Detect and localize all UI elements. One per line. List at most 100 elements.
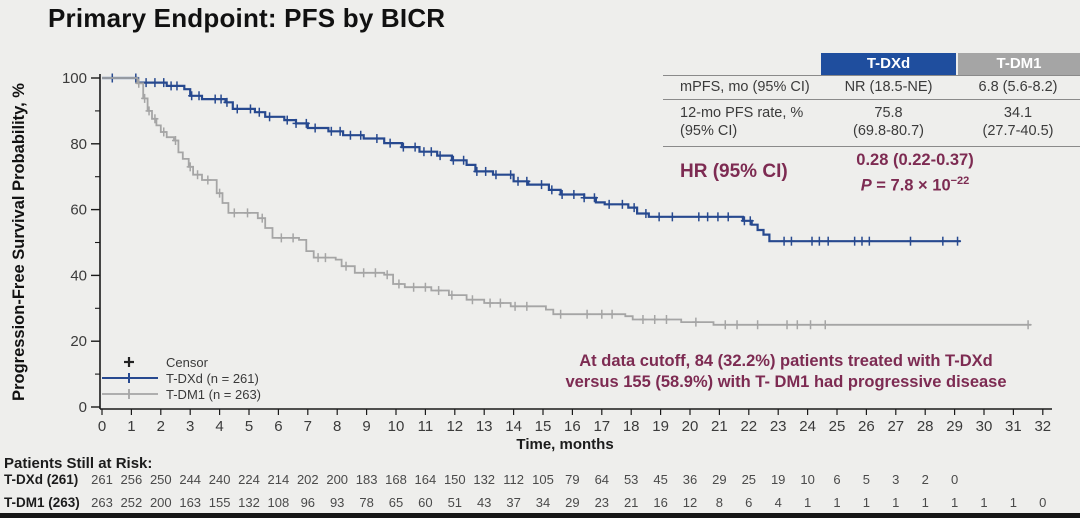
svg-text:29: 29 bbox=[946, 418, 963, 435]
svg-text:168: 168 bbox=[385, 472, 407, 487]
tdxd-line-icon bbox=[102, 373, 158, 383]
svg-text:64: 64 bbox=[595, 472, 609, 487]
svg-text:108: 108 bbox=[268, 495, 290, 510]
svg-text:13: 13 bbox=[476, 418, 493, 435]
at-risk-row-tdxd: T-DXd (261) 261 256 250 244 240 224 214 202 200 18… bbox=[4, 472, 958, 487]
svg-text:224: 224 bbox=[238, 472, 260, 487]
svg-text:244: 244 bbox=[179, 472, 201, 487]
legend-item-censor: Censor bbox=[100, 354, 261, 370]
svg-text:3: 3 bbox=[892, 472, 899, 487]
annotation-line2: versus 155 (58.9%) with T- DM1 had progr… bbox=[565, 373, 1007, 391]
svg-text:34: 34 bbox=[536, 495, 550, 510]
hr-values: 0.28 (0.22-0.37) P = 7.8 × 10−22 bbox=[801, 150, 1029, 197]
svg-text:78: 78 bbox=[359, 495, 373, 510]
svg-text:19: 19 bbox=[771, 472, 785, 487]
svg-text:28: 28 bbox=[917, 418, 934, 435]
svg-text:23: 23 bbox=[770, 418, 787, 435]
svg-text:0: 0 bbox=[951, 472, 958, 487]
svg-text:240: 240 bbox=[209, 472, 231, 487]
legend-item-tdxd: T-DXd (n = 261) bbox=[100, 370, 261, 386]
svg-text:4: 4 bbox=[215, 418, 223, 435]
svg-text:183: 183 bbox=[356, 472, 378, 487]
svg-text:27: 27 bbox=[887, 418, 904, 435]
svg-text:16: 16 bbox=[653, 495, 667, 510]
y-axis-label: Progression-Free Survival Probability, % bbox=[10, 83, 28, 401]
stats-header-row: T-DXd T-DM1 bbox=[663, 53, 1080, 75]
stats-row-12mo: 12-mo PFS rate, % (95% CI) 75.8 (69.8-80… bbox=[663, 100, 1080, 147]
mpfs-tdm1-value: 6.8 (5.6-8.2) bbox=[978, 79, 1058, 95]
svg-text:4: 4 bbox=[775, 495, 782, 510]
svg-text:105: 105 bbox=[532, 472, 554, 487]
svg-text:0: 0 bbox=[79, 399, 87, 416]
svg-text:17: 17 bbox=[593, 418, 610, 435]
svg-text:79: 79 bbox=[565, 472, 579, 487]
p-value: P = 7.8 × 10−22 bbox=[801, 171, 1029, 197]
svg-text:16: 16 bbox=[564, 418, 581, 435]
svg-text:20: 20 bbox=[70, 333, 87, 350]
svg-text:93: 93 bbox=[330, 495, 344, 510]
p-exponent: −22 bbox=[950, 175, 970, 187]
svg-text:214: 214 bbox=[268, 472, 290, 487]
legend-item-tdm1: T-DM1 (n = 263) bbox=[100, 386, 261, 402]
svg-text:25: 25 bbox=[829, 418, 846, 435]
svg-text:1: 1 bbox=[804, 495, 811, 510]
svg-text:36: 36 bbox=[683, 472, 697, 487]
svg-text:19: 19 bbox=[652, 418, 669, 435]
svg-text:0: 0 bbox=[98, 418, 106, 435]
svg-text:1: 1 bbox=[833, 495, 840, 510]
svg-text:6: 6 bbox=[274, 418, 282, 435]
svg-text:1: 1 bbox=[922, 495, 929, 510]
svg-text:22: 22 bbox=[740, 418, 757, 435]
svg-text:2: 2 bbox=[157, 418, 165, 435]
svg-text:5: 5 bbox=[863, 472, 870, 487]
svg-text:7: 7 bbox=[304, 418, 312, 435]
svg-text:6: 6 bbox=[833, 472, 840, 487]
svg-text:51: 51 bbox=[448, 495, 462, 510]
rate12-tdxd-value: 75.8 (69.8-80.7) bbox=[821, 100, 956, 146]
svg-text:80: 80 bbox=[70, 136, 87, 153]
p-symbol: P bbox=[860, 176, 872, 195]
svg-text:250: 250 bbox=[150, 472, 172, 487]
rate12-label: 12-mo PFS rate, % (95% CI) bbox=[663, 100, 821, 146]
svg-text:43: 43 bbox=[477, 495, 491, 510]
rate12-tdm1-value: 34.1 (27.7-40.5) bbox=[956, 100, 1080, 146]
svg-text:252: 252 bbox=[121, 495, 143, 510]
tdm1-line-icon bbox=[102, 389, 158, 399]
svg-text:200: 200 bbox=[150, 495, 172, 510]
svg-text:3: 3 bbox=[186, 418, 194, 435]
mpfs-label: mPFS, mo (95% CI) bbox=[680, 79, 810, 95]
svg-text:132: 132 bbox=[238, 495, 260, 510]
stats-header-tdm1: T-DM1 bbox=[958, 53, 1080, 75]
svg-text:96: 96 bbox=[301, 495, 315, 510]
svg-text:53: 53 bbox=[624, 472, 638, 487]
svg-text:1: 1 bbox=[127, 418, 135, 435]
svg-text:1: 1 bbox=[951, 495, 958, 510]
svg-text:155: 155 bbox=[209, 495, 231, 510]
legend-censor-label: Censor bbox=[166, 354, 208, 370]
svg-text:60: 60 bbox=[418, 495, 432, 510]
svg-text:29: 29 bbox=[712, 472, 726, 487]
svg-text:2: 2 bbox=[922, 472, 929, 487]
bottom-edge-strip bbox=[0, 513, 1080, 518]
svg-text:T-DM1 (263): T-DM1 (263) bbox=[4, 495, 80, 510]
svg-text:10: 10 bbox=[388, 418, 405, 435]
rate12-tdxd-line2: (69.8-80.7) bbox=[853, 123, 924, 139]
svg-text:32: 32 bbox=[1034, 418, 1051, 435]
svg-text:6: 6 bbox=[745, 495, 752, 510]
rate12-tdxd-line1: 75.8 bbox=[874, 105, 903, 121]
p-value-text: = 7.8 × 10 bbox=[871, 176, 951, 195]
svg-text:65: 65 bbox=[389, 495, 403, 510]
svg-text:9: 9 bbox=[362, 418, 370, 435]
hazard-ratio-row: HR (95% CI) 0.28 (0.22-0.37) P = 7.8 × 1… bbox=[663, 147, 1080, 207]
tdxd-survival-curve bbox=[102, 76, 961, 243]
patients-at-risk-title: Patients Still at Risk: bbox=[4, 455, 153, 472]
svg-text:24: 24 bbox=[799, 418, 816, 435]
svg-text:29: 29 bbox=[565, 495, 579, 510]
svg-text:132: 132 bbox=[473, 472, 495, 487]
svg-text:0: 0 bbox=[1039, 495, 1046, 510]
tdm1-censor-marks bbox=[135, 78, 1032, 330]
svg-text:8: 8 bbox=[333, 418, 341, 435]
svg-text:21: 21 bbox=[711, 418, 728, 435]
